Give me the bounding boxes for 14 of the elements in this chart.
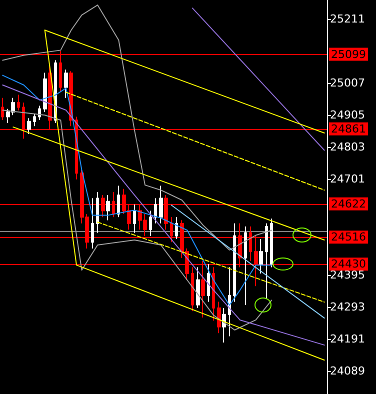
y-tick-label: 24089 xyxy=(330,364,365,378)
y-tick-label: 25007 xyxy=(330,76,365,90)
ref-line-label: 24430 xyxy=(331,258,366,271)
y-tick-label: 24905 xyxy=(330,108,365,122)
ref-line-label: 24516 xyxy=(331,230,366,244)
y-tick-label: 24293 xyxy=(330,300,365,314)
ref-line-label: 25099 xyxy=(331,48,366,61)
ref-line-label: 24861 xyxy=(331,122,366,136)
y-tick-label: 24701 xyxy=(330,172,365,186)
y-tick-label: 24191 xyxy=(330,332,365,346)
ref-line-label: 24622 xyxy=(331,197,366,210)
y-tick-label: 25211 xyxy=(330,12,365,26)
y-tick-label: 24803 xyxy=(330,140,365,154)
y-tick-label: 24395 xyxy=(330,268,365,282)
